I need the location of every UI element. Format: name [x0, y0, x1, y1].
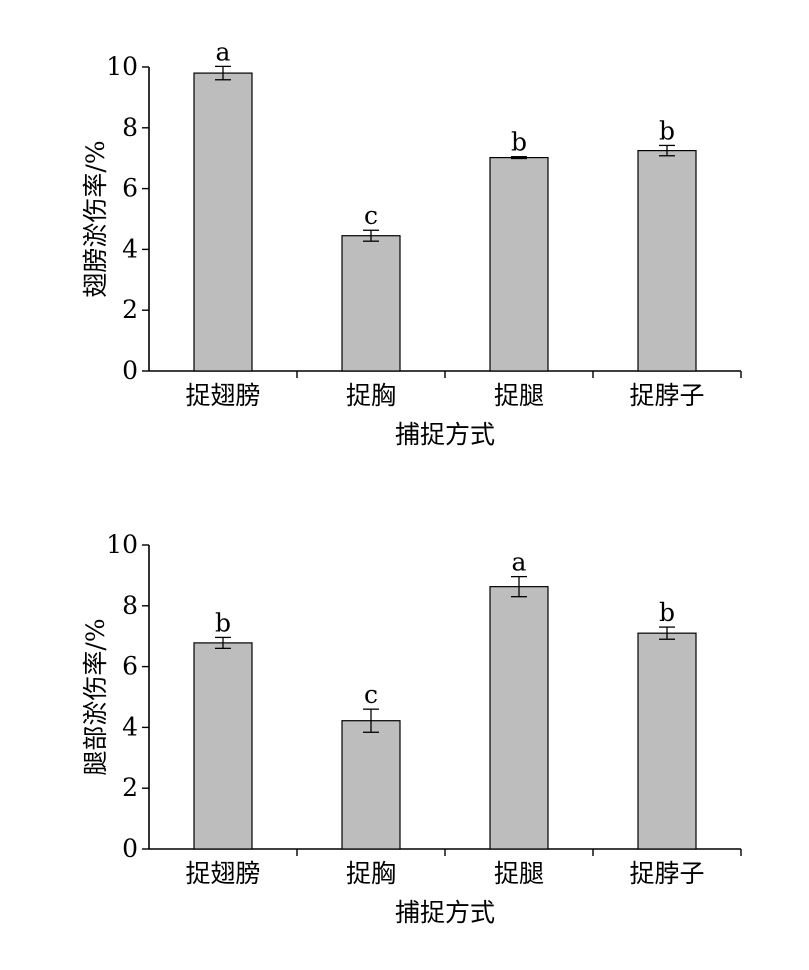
- y-axis-title: 翅膀淤伤率/%: [81, 140, 110, 297]
- y-tick-label: 6: [122, 652, 138, 681]
- y-tick-label: 8: [122, 591, 138, 620]
- x-tick-label: 捉脖子: [629, 381, 704, 410]
- bar: [489, 586, 549, 850]
- significance-label: c: [364, 201, 378, 230]
- x-tick-label: 捉腿: [494, 381, 544, 410]
- x-tick-label: 捉腿: [494, 859, 544, 888]
- significance-label: b: [215, 608, 231, 637]
- significance-label: b: [659, 116, 675, 145]
- y-tick-label: 4: [122, 234, 138, 263]
- x-axis-title: 捕捉方式: [395, 898, 495, 927]
- significance-label: c: [364, 680, 378, 709]
- bar: [489, 156, 549, 372]
- x-tick-label: 捉翅膀: [185, 859, 260, 888]
- significance-label: b: [511, 128, 527, 157]
- significance-label: a: [512, 548, 527, 577]
- x-axis-title: 捕捉方式: [395, 420, 495, 449]
- y-tick-label: 6: [122, 174, 138, 203]
- bar: [193, 72, 253, 372]
- y-tick-label: 10: [106, 52, 138, 81]
- y-tick-label: 2: [122, 773, 138, 802]
- x-tick-label: 捉脖子: [629, 859, 704, 888]
- significance-label: a: [216, 37, 231, 66]
- x-tick-label: 捉胸: [346, 859, 396, 888]
- significance-label: b: [659, 598, 675, 627]
- y-tick-label: 2: [122, 295, 138, 324]
- y-tick-label: 8: [122, 113, 138, 142]
- bar: [341, 235, 401, 372]
- y-tick-label: 10: [106, 530, 138, 559]
- x-tick-label: 捉翅膀: [185, 381, 260, 410]
- y-tick-label: 0: [122, 356, 138, 385]
- bar: [341, 720, 401, 850]
- y-axis-title: 腿部淤伤率/%: [81, 618, 110, 775]
- bar: [637, 150, 697, 372]
- bar: [637, 632, 697, 850]
- y-tick-label: 0: [122, 834, 138, 863]
- y-tick-label: 4: [122, 712, 138, 741]
- bar: [193, 642, 253, 850]
- x-tick-label: 捉胸: [346, 381, 396, 410]
